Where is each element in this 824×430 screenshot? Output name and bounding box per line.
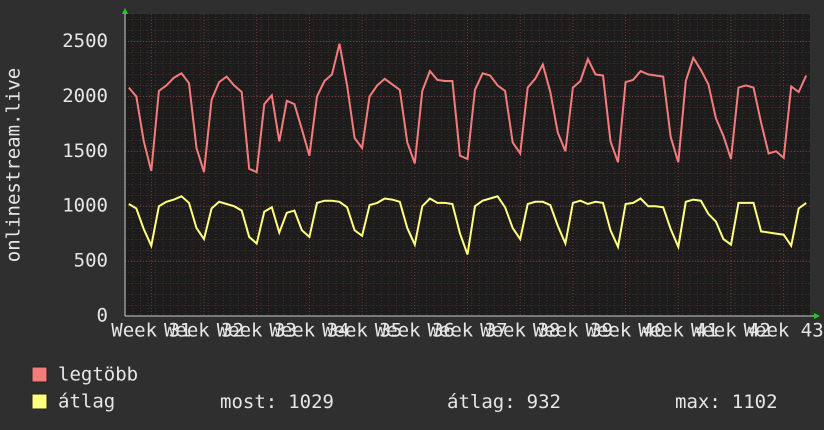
lines — [128, 43, 808, 255]
x-tick-label: Week 39 — [533, 320, 613, 342]
series-line — [128, 195, 807, 255]
stat: átlag: 932 — [447, 391, 561, 413]
stat-value: 1102 — [732, 391, 778, 413]
y-tick-label: 0 — [97, 305, 108, 327]
x-tick-label: Week 40 — [586, 320, 666, 342]
stat: most: 1029 — [220, 391, 334, 413]
legend-label: átlag — [58, 391, 115, 413]
x-tick-label: Week 42 — [691, 320, 771, 342]
y-tick-label: 1500 — [62, 140, 108, 162]
stat-value: 1029 — [288, 391, 334, 413]
stat-label: max: — [675, 391, 721, 413]
y-tick-label: 2000 — [62, 85, 108, 107]
x-tick-label: Week 36 — [375, 320, 455, 342]
x-tick-label: Week 37 — [427, 320, 507, 342]
x-tick-label: Week 33 — [217, 320, 297, 342]
x-tick-label: Week 35 — [322, 320, 402, 342]
legend: legtöbb átlag most: 1029 átlag: 932 max: 1102 — [31, 364, 778, 413]
legend-swatch — [31, 393, 48, 410]
y-axis-label: onlinestream.live — [3, 68, 25, 262]
axis-arrow — [122, 8, 128, 14]
x-tick-label: Week 41 — [638, 320, 718, 342]
x-tick-label: Week 31 — [111, 320, 191, 342]
x-tick-label: Week 43 — [744, 320, 824, 342]
series-line — [128, 43, 808, 174]
legend-swatch — [31, 366, 48, 383]
stat: max: 1102 — [675, 391, 778, 413]
stat-label: most: — [220, 391, 277, 413]
y-tick-label: 1000 — [62, 195, 108, 217]
y-tick-label: 500 — [74, 250, 108, 272]
legend-label: legtöbb — [58, 364, 138, 386]
x-tick-label: Week 34 — [269, 320, 349, 342]
axis-arrow — [814, 313, 820, 319]
x-tick-label: Week 38 — [480, 320, 560, 342]
stat-label: átlag: — [447, 391, 516, 413]
stat-value: 932 — [527, 391, 561, 413]
y-tick-label: 2500 — [62, 30, 108, 52]
x-tick-label: Week 32 — [164, 320, 244, 342]
